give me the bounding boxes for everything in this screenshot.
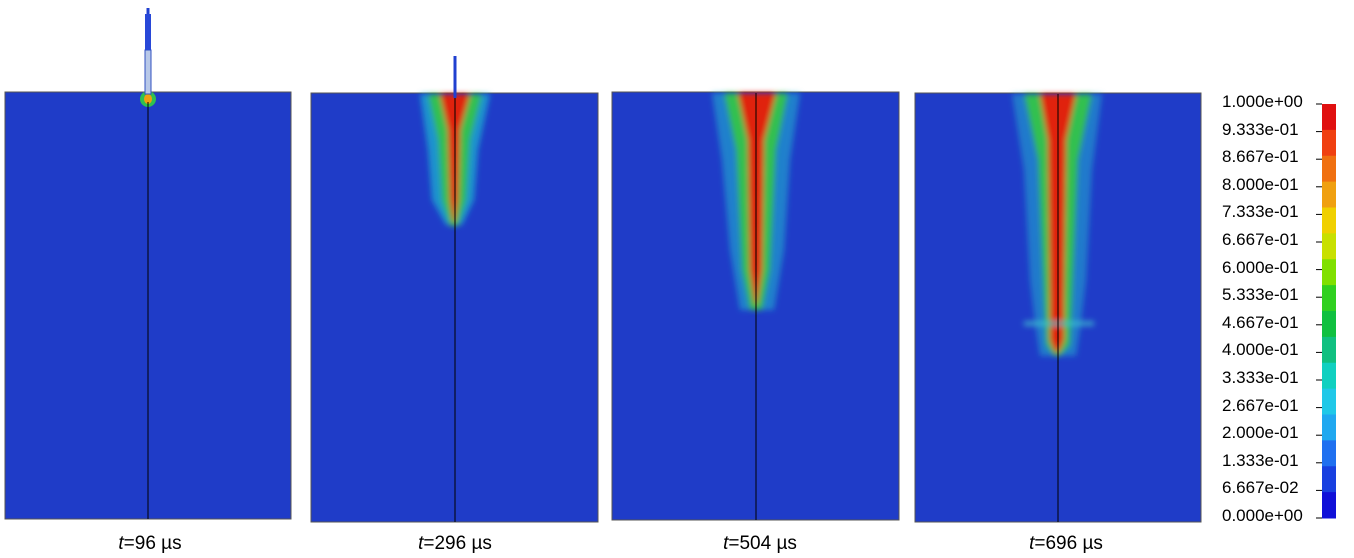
- colorbar-label: 9.333e-01: [1222, 119, 1299, 139]
- colorbar-segment: [1322, 181, 1336, 208]
- colorbar-label: 4.667e-01: [1222, 312, 1299, 332]
- caption-2-unit: µs: [471, 533, 492, 554]
- caption-3-unit: µs: [776, 533, 797, 554]
- caption-panel-3: t=504 µs: [723, 533, 797, 555]
- colorbar-segment: [1322, 259, 1336, 286]
- panel-3-damage-red: [738, 93, 776, 304]
- caption-4-value: =696: [1034, 533, 1083, 554]
- colorbar-segment: [1322, 466, 1336, 493]
- caption-4-variable: t: [1029, 533, 1035, 554]
- panel-2: [310, 56, 599, 523]
- caption-4-unit: µs: [1082, 533, 1103, 554]
- colorbar-label: 1.000e+00: [1222, 92, 1303, 111]
- colorbar-segment: [1322, 336, 1336, 364]
- caption-3-value: =504: [728, 533, 777, 554]
- colorbar-label: 2.667e-01: [1222, 395, 1299, 415]
- caption-1-value: =96: [123, 533, 162, 554]
- panel-1-projectile: [144, 8, 152, 95]
- colorbar-label: 4.000e-01: [1222, 340, 1299, 360]
- caption-panel-2: t=296 µs: [418, 533, 492, 555]
- caption-panel-4: t=696 µs: [1029, 533, 1103, 555]
- colorbar-label: 8.667e-01: [1222, 147, 1299, 167]
- panel-1-damage-core: [144, 94, 152, 104]
- colorbar-segment: [1322, 311, 1336, 338]
- caption-2-value: =296: [423, 533, 472, 554]
- panel-1: [4, 8, 292, 520]
- colorbar-label: 7.333e-01: [1222, 202, 1299, 222]
- panel-4: [914, 92, 1202, 523]
- colorbar: [1316, 103, 1336, 519]
- colorbar-segment: [1322, 388, 1336, 415]
- colorbar-segment: [1322, 129, 1336, 157]
- caption-2-variable: t: [418, 533, 424, 554]
- colorbar-segment: [1322, 440, 1336, 467]
- colorbar-segment: [1322, 492, 1336, 519]
- colorbar-label: 5.333e-01: [1222, 285, 1299, 305]
- colorbar-label: 2.000e-01: [1222, 423, 1299, 443]
- colorbar-segment: [1322, 155, 1336, 183]
- panel-4-side-band: [1024, 321, 1094, 326]
- panel-3: [611, 91, 900, 521]
- caption-3-variable: t: [723, 533, 729, 554]
- colorbar-label: 6.667e-02: [1222, 478, 1299, 498]
- colorbar-label: 3.333e-01: [1222, 368, 1299, 387]
- colorbar-segment: [1322, 233, 1336, 260]
- colorbar-label: 6.667e-01: [1222, 230, 1299, 249]
- caption-1-unit: µs: [161, 533, 182, 554]
- colorbar-label: 0.000e+00: [1222, 506, 1303, 525]
- colorbar-label: 6.000e-01: [1222, 257, 1299, 277]
- colorbar-segment: [1322, 414, 1336, 441]
- colorbar-segment: [1322, 104, 1336, 131]
- colorbar-segment: [1322, 207, 1336, 234]
- colorbar-segment: [1322, 362, 1336, 390]
- caption-1-variable: t: [118, 533, 124, 554]
- colorbar-label: 1.333e-01: [1222, 450, 1299, 470]
- colorbar-label: 8.000e-01: [1222, 174, 1299, 194]
- caption-panel-1: t=96 µs: [118, 533, 181, 555]
- colorbar-segment: [1322, 285, 1336, 312]
